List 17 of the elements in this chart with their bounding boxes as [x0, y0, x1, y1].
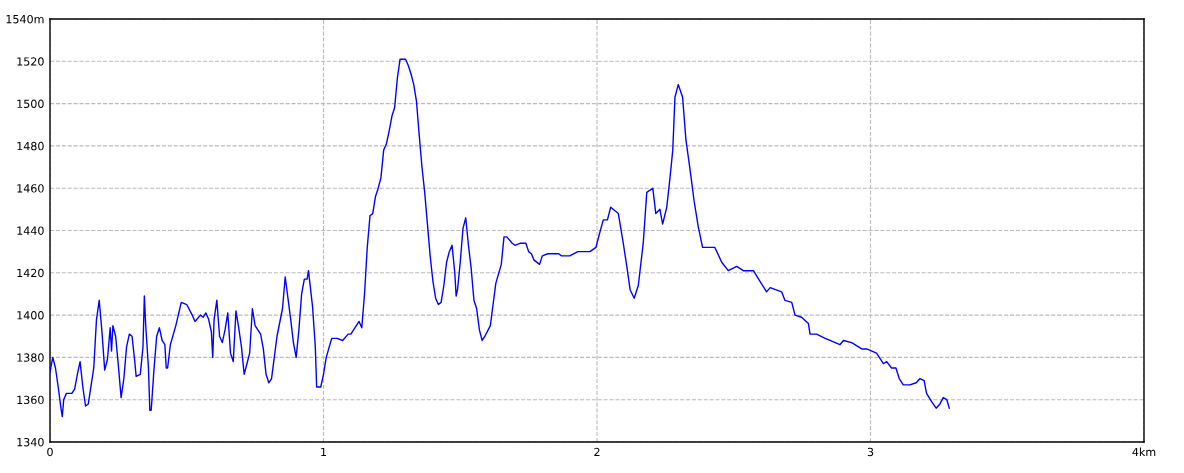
y-tick-label: 1520 [17, 57, 44, 66]
y-tick-label: 1380 [17, 353, 44, 362]
x-tick-label: 2 [594, 447, 600, 456]
line-series [50, 58, 950, 418]
y-tick-label: 1440 [17, 226, 44, 235]
x-tick-label: 1 [321, 447, 327, 456]
x-tick-label: 3 [867, 447, 874, 457]
y-tick-label: 1340 [17, 437, 44, 447]
y-tick-label: 1500 [17, 99, 44, 108]
x-tick-label: 0 [47, 447, 53, 457]
y-tick-label: 1540m [6, 14, 44, 24]
y-tick-label: 1420 [17, 268, 44, 278]
x-tick-label: 4km [1132, 447, 1156, 456]
y-tick-label: 1360 [17, 395, 44, 405]
y-tick-label: 1460 [17, 184, 44, 193]
y-tick-label: 1480 [17, 141, 44, 151]
y-tick-label: 1400 [17, 311, 44, 320]
